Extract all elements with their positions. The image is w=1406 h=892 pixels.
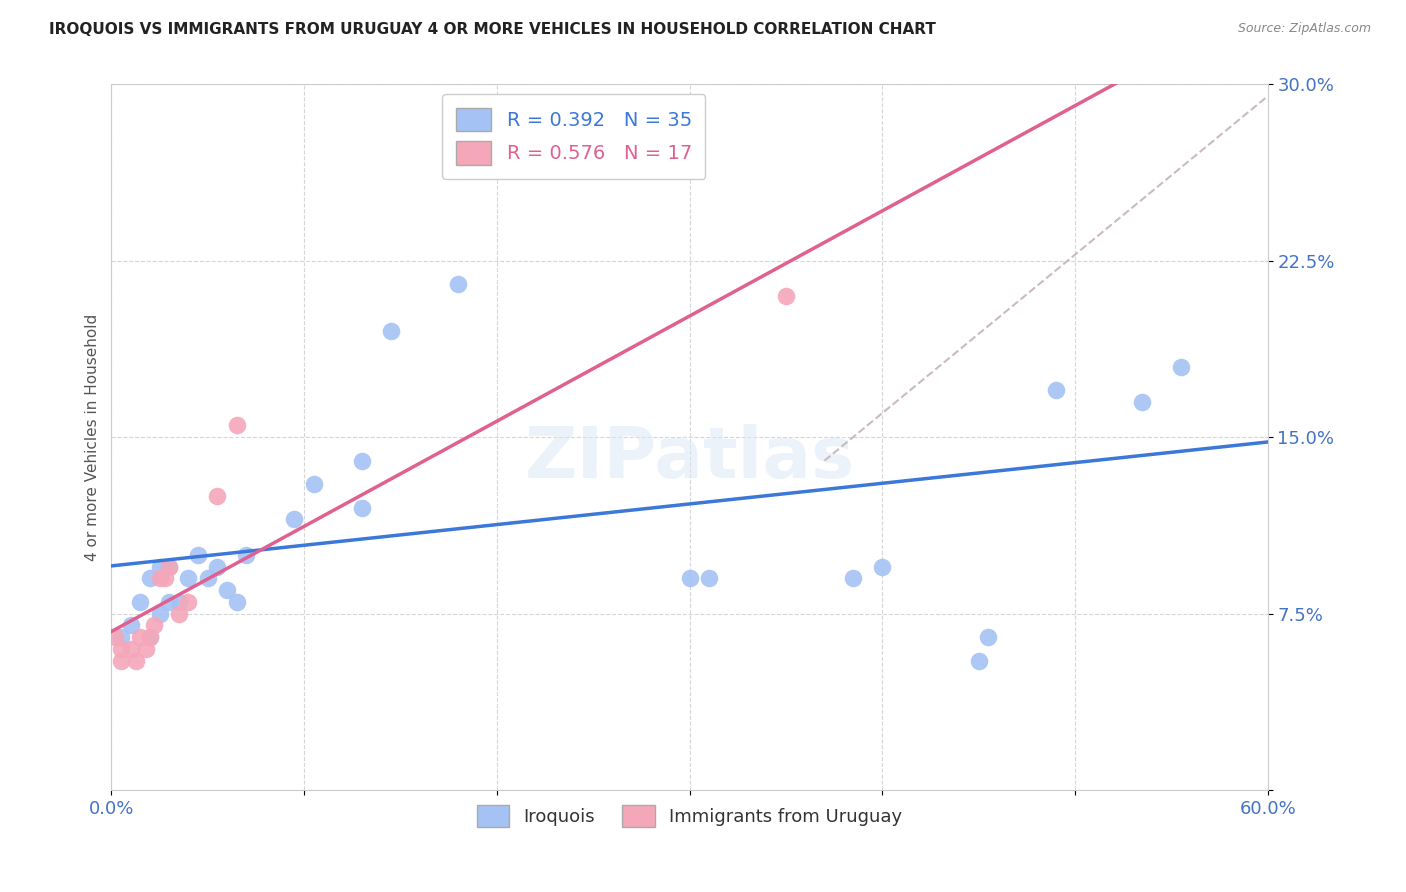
Point [110,630,132,644]
Point [139,571,162,585]
Point [197,571,219,585]
Point [235,548,257,562]
Point [149,571,172,585]
Point [515,136,537,151]
Legend: Iroquois, Immigrants from Uruguay: Iroquois, Immigrants from Uruguay [470,797,910,834]
Point [380,324,402,338]
Point [187,548,209,562]
Point [967,654,990,668]
Point [129,595,152,609]
Point [177,571,200,585]
Point [149,559,172,574]
Point [177,595,200,609]
Point [104,630,127,644]
Point [842,571,865,585]
Point [135,641,157,656]
Point [447,277,470,292]
Point [139,630,162,644]
Text: ZIPatlas: ZIPatlas [524,424,855,493]
Point [350,453,373,467]
Point [129,630,152,644]
Point [110,641,132,656]
Point [1045,383,1067,397]
Point [207,559,229,574]
Point [1170,359,1192,374]
Point [1132,395,1154,409]
Point [697,571,720,585]
Point [167,595,190,609]
Point [678,571,700,585]
Point [157,559,180,574]
Point [302,477,325,491]
Point [157,559,180,574]
Point [350,500,373,515]
Point [120,641,142,656]
Point [207,489,229,503]
Point [120,618,142,632]
Point [870,559,893,574]
Point [157,595,180,609]
Point [225,418,247,433]
Point [110,654,132,668]
Point [215,582,238,597]
Text: IROQUOIS VS IMMIGRANTS FROM URUGUAY 4 OR MORE VEHICLES IN HOUSEHOLD CORRELATION : IROQUOIS VS IMMIGRANTS FROM URUGUAY 4 OR… [49,22,936,37]
Point [977,630,1000,644]
Point [283,512,305,526]
Text: Source: ZipAtlas.com: Source: ZipAtlas.com [1237,22,1371,36]
Y-axis label: 4 or more Vehicles in Household: 4 or more Vehicles in Household [86,314,100,561]
Point [155,571,177,585]
Point [225,595,247,609]
Point [125,654,148,668]
Point [167,607,190,621]
Point [139,630,162,644]
Point [775,289,797,303]
Point [142,618,165,632]
Point [149,607,172,621]
